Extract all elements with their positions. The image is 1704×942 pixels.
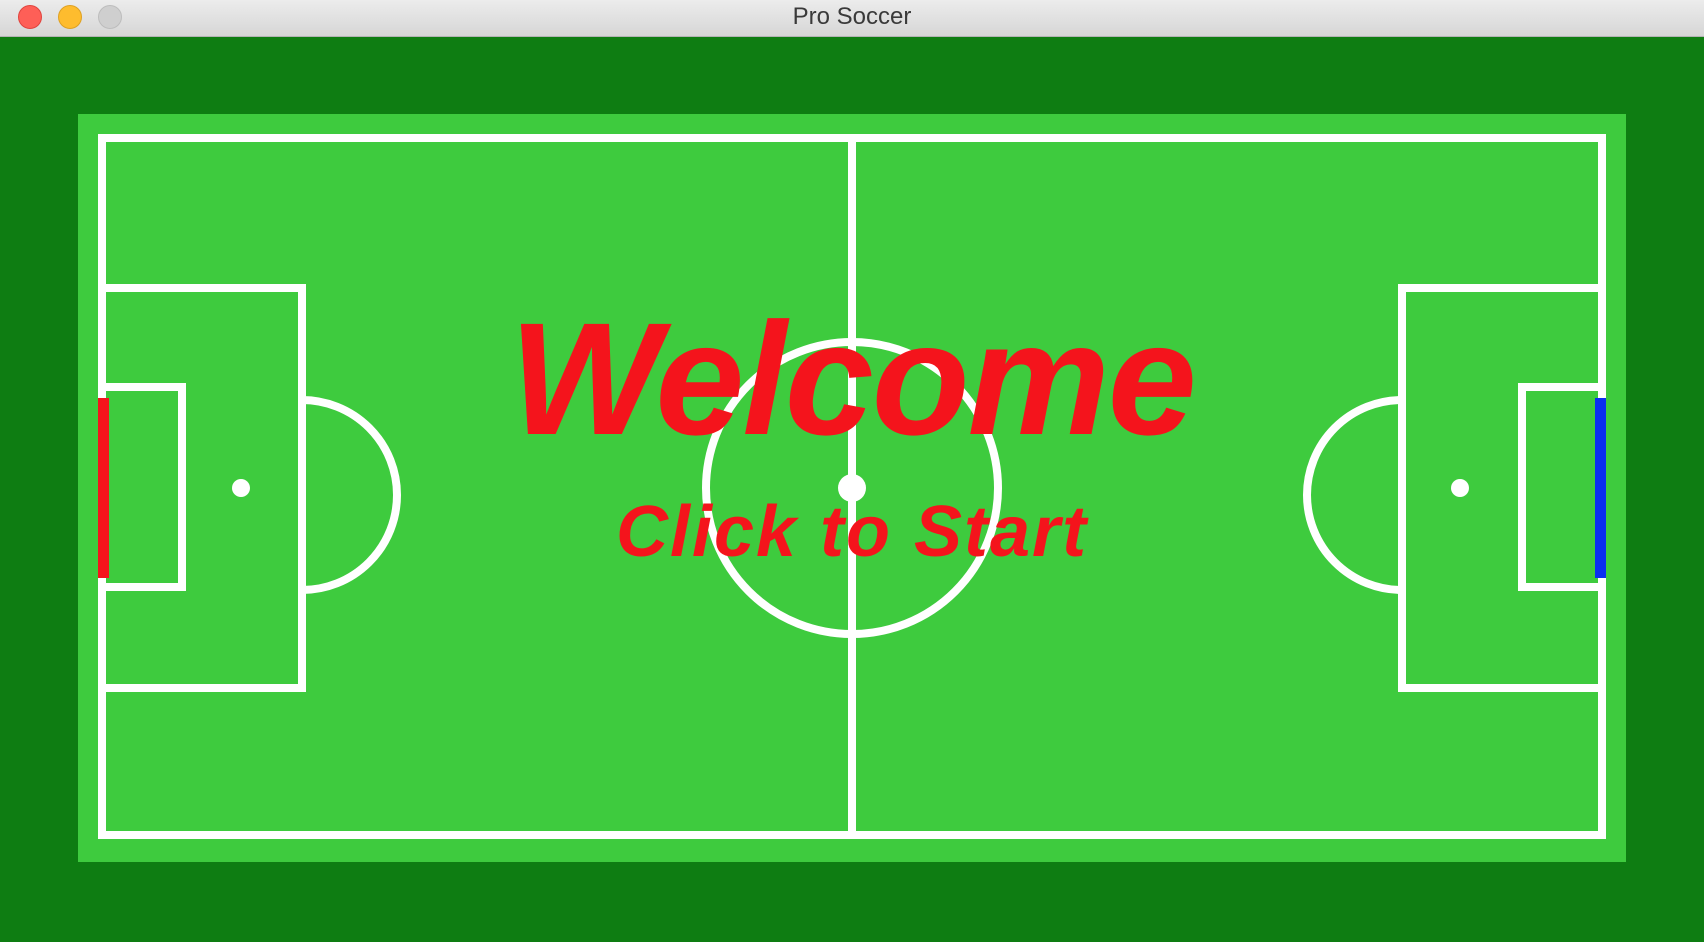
center-spot xyxy=(838,474,866,502)
left-penalty-arc xyxy=(301,396,401,594)
window-title: Pro Soccer xyxy=(792,3,912,30)
zoom-icon[interactable] xyxy=(98,5,122,29)
click-to-start-button[interactable]: Click to Start xyxy=(615,492,1089,572)
minimize-icon[interactable] xyxy=(58,5,82,29)
right-goal xyxy=(1595,398,1606,578)
title-bar: Pro Soccer xyxy=(0,0,1704,37)
left-penalty-spot xyxy=(232,479,250,497)
center-circle xyxy=(702,338,1002,638)
game-canvas[interactable]: Welcome Click to Start xyxy=(2,37,1702,937)
soccer-pitch xyxy=(78,114,1626,862)
right-penalty-arc xyxy=(1303,396,1403,594)
welcome-heading[interactable]: Welcome xyxy=(509,289,1197,468)
right-penalty-spot xyxy=(1451,479,1469,497)
left-goal xyxy=(98,398,109,578)
close-icon[interactable] xyxy=(18,5,42,29)
